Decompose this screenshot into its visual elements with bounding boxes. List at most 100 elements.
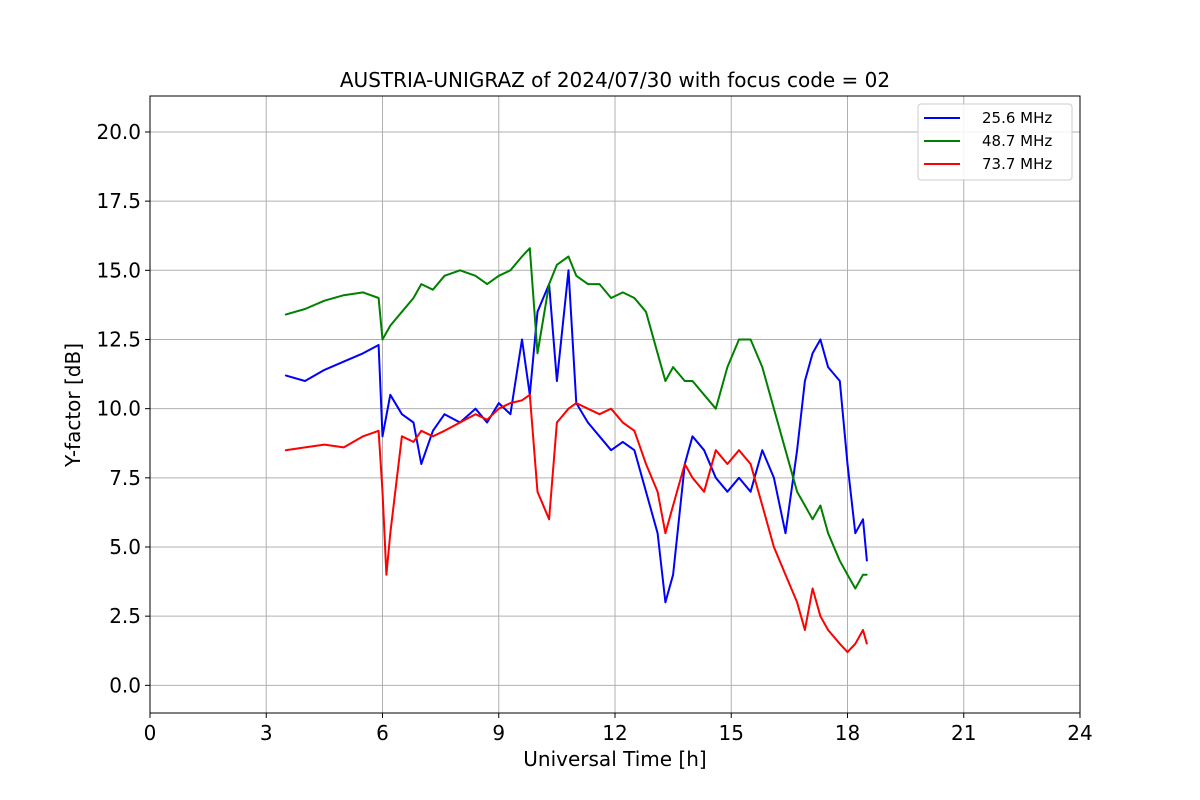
data-point — [622, 421, 624, 424]
data-point — [726, 366, 729, 368]
data-point — [556, 264, 558, 266]
data-point — [323, 299, 326, 302]
data-point — [443, 413, 446, 416]
data-point — [304, 308, 306, 310]
y-tick-label: 12.5 — [96, 327, 141, 351]
data-point — [381, 338, 384, 341]
data-point — [343, 446, 345, 449]
data-point — [691, 477, 694, 479]
data-point — [412, 297, 415, 299]
data-point — [796, 490, 798, 493]
data-point — [401, 435, 403, 438]
data-point — [509, 402, 512, 404]
data-point — [839, 643, 841, 645]
data-point — [498, 407, 500, 410]
data-point — [862, 518, 864, 521]
data-point — [761, 504, 764, 507]
data-point — [401, 311, 403, 313]
data-point — [567, 255, 570, 258]
data-point — [672, 366, 674, 368]
data-point — [749, 338, 752, 341]
data-point — [420, 283, 423, 285]
data-point — [738, 449, 740, 452]
data-point — [498, 402, 500, 404]
data-point — [633, 449, 636, 452]
data-point — [773, 546, 775, 548]
data-point — [773, 477, 775, 479]
data-point — [556, 380, 558, 382]
data-point — [432, 430, 434, 432]
y-axis-title: Y-factor [dB] — [61, 343, 85, 468]
data-point — [529, 394, 531, 396]
data-point — [548, 518, 550, 521]
data-point — [819, 338, 822, 341]
data-point — [420, 463, 423, 465]
legend-label: 73.7 MHz — [982, 155, 1052, 173]
data-point — [529, 247, 531, 249]
data-point — [846, 463, 849, 465]
data-point — [846, 573, 849, 576]
data-point — [854, 587, 857, 590]
data-point — [645, 311, 647, 313]
data-point — [377, 297, 380, 299]
data-point — [389, 394, 392, 396]
data-point — [664, 601, 667, 604]
x-tick-label: 9 — [492, 721, 505, 745]
data-point — [459, 421, 461, 424]
data-point — [796, 601, 798, 604]
data-point — [587, 283, 589, 285]
data-point — [343, 294, 345, 297]
data-point — [536, 490, 539, 493]
data-point — [284, 313, 287, 316]
series-layer — [284, 247, 868, 654]
data-point — [598, 413, 601, 416]
legend: 25.6 MHz 48.7 MHz 73.7 MHz — [917, 103, 1073, 181]
data-point — [862, 573, 864, 576]
data-point — [839, 560, 841, 562]
data-point — [684, 380, 686, 382]
data-point — [726, 463, 729, 465]
data-point — [715, 477, 717, 479]
data-point — [827, 366, 829, 368]
data-point — [362, 435, 364, 438]
data-point — [521, 399, 523, 402]
data-point — [691, 380, 694, 382]
y-tick-label: 0.0 — [109, 673, 141, 697]
x-tick-label: 6 — [376, 721, 389, 745]
data-point — [343, 360, 345, 363]
data-point — [587, 407, 589, 410]
series-line-25-6-mhz — [285, 269, 868, 604]
data-point — [385, 573, 388, 576]
data-point — [377, 344, 380, 346]
data-point — [784, 532, 787, 534]
data-point — [377, 430, 380, 432]
data-point — [521, 338, 523, 341]
data-point — [443, 275, 446, 277]
data-point — [804, 504, 806, 507]
chart-title: AUSTRIA-UNIGRAZ of 2024/07/30 with focus… — [340, 68, 890, 92]
data-point — [664, 532, 667, 534]
data-point — [866, 573, 868, 576]
data-point — [548, 283, 550, 285]
data-point — [304, 380, 306, 382]
data-point — [672, 504, 674, 507]
data-point — [432, 288, 434, 291]
ticks: 0 3 6 9 12 15 18 21 24 0.0 2.5 5.0 7.5 10.0 12.5 15.0 17… — [96, 120, 1092, 745]
data-point — [389, 324, 392, 327]
data-point — [486, 418, 488, 421]
data-point — [664, 380, 667, 382]
data-point — [598, 435, 601, 438]
data-point — [656, 532, 659, 534]
data-point — [622, 441, 624, 443]
data-point — [715, 449, 717, 452]
data-point — [381, 435, 384, 438]
data-point — [622, 291, 624, 294]
x-tick-label: 15 — [719, 721, 744, 745]
data-point — [536, 311, 539, 313]
data-point — [645, 490, 647, 493]
data-point — [819, 615, 822, 617]
x-tick-label: 12 — [602, 721, 627, 745]
data-point — [726, 490, 729, 493]
data-point — [575, 402, 578, 404]
